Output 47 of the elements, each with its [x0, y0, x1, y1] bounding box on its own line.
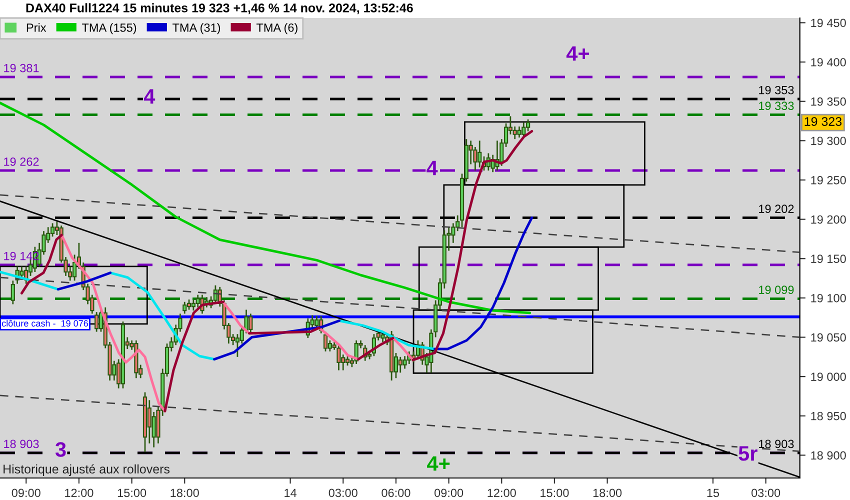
ref-line-label: 19 333: [759, 102, 794, 110]
x-tick-label: 15:00: [118, 488, 146, 498]
legend-label: TMA (31): [172, 23, 220, 34]
x-tick-label: 14: [284, 488, 297, 497]
ref-line-label: 19 099: [759, 286, 794, 294]
legend-label: Prix: [26, 23, 46, 32]
y-tick-label: 18 950: [811, 412, 846, 420]
x-tick-label: 03:00: [751, 488, 780, 498]
y-tick-label: 19 000: [811, 372, 846, 381]
y-tick-label: 19 100: [811, 294, 846, 302]
x-tick-label: 03:00: [328, 488, 358, 498]
y-tick-label: 19 200: [811, 215, 846, 224]
x-tick-label: 15:00: [540, 488, 569, 498]
x-tick-label: 18:00: [170, 488, 199, 498]
annotation: 4: [426, 160, 438, 176]
y-tick-label: 19 450: [811, 18, 846, 28]
annotation: 3: [55, 442, 66, 457]
ref-line-label: 19 262: [4, 157, 39, 166]
y-tick-label: 19 150: [811, 254, 846, 264]
annotation: 19 323: [804, 117, 842, 126]
x-tick-label: 09:00: [434, 488, 464, 498]
ref-line-label: 19 381: [4, 64, 39, 72]
ref-line-label: 19 202: [759, 204, 794, 214]
annotation: 4+: [427, 456, 450, 471]
ref-line-label: 18 903: [4, 440, 39, 448]
ref-line-label: clôture cash - 19 076: [2, 320, 88, 327]
y-tick-label: 19 250: [811, 176, 846, 184]
annotation: 4+: [566, 46, 590, 61]
x-tick-label: 18:00: [593, 488, 622, 498]
x-tick-label: 06:00: [382, 488, 410, 498]
annotation: 4: [144, 89, 156, 104]
x-tick-label: 12:00: [488, 488, 516, 498]
y-tick-label: 19 400: [811, 58, 846, 66]
legend-label: TMA (6): [256, 23, 298, 34]
x-tick-label: 09:00: [12, 488, 40, 498]
annotation: Historique ajusté aux rollovers: [4, 464, 170, 476]
y-tick-label: 19 300: [811, 136, 846, 146]
y-tick-label: 19 350: [811, 97, 846, 106]
x-tick-label: 12:00: [65, 488, 94, 498]
ref-line-label: 19 353: [759, 86, 794, 94]
x-tick-label: 15: [707, 488, 720, 498]
annotation: 5r: [738, 446, 758, 461]
ref-line-label: 18 903: [759, 440, 794, 448]
legend-label: TMA (155): [82, 23, 136, 34]
y-tick-label: 18 900: [811, 451, 846, 460]
chart-title: DAX40 Full1224 15 minutes 19 323 +1,46 % 14 nov. 2024, 13:52:46: [26, 3, 413, 14]
y-tick-label: 19 050: [811, 333, 846, 342]
